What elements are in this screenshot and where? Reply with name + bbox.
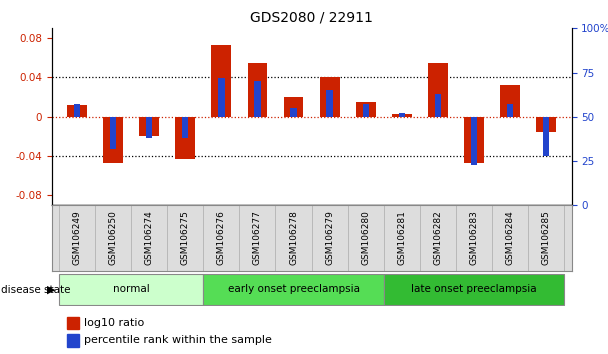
Bar (254, 81, 261, 117)
Text: GSM106249: GSM106249 (72, 211, 81, 265)
Text: GSM106283: GSM106283 (469, 211, 478, 266)
Text: GSM106280: GSM106280 (361, 211, 370, 266)
Text: GSM106279: GSM106279 (325, 211, 334, 266)
Text: normal: normal (112, 284, 150, 295)
Title: GDS2080 / 22911: GDS2080 / 22911 (250, 10, 373, 24)
Text: log10 ratio: log10 ratio (84, 318, 144, 328)
Text: early onset preeclampsia: early onset preeclampsia (227, 284, 359, 295)
Bar (59, 274, 203, 304)
Bar (212, 45, 231, 117)
Bar (471, 117, 477, 165)
Text: GSM106278: GSM106278 (289, 211, 298, 266)
Bar (182, 117, 188, 138)
Bar (320, 78, 340, 117)
Bar (67, 316, 78, 329)
Bar (507, 104, 513, 117)
Text: GSM106274: GSM106274 (145, 211, 154, 265)
Bar (74, 104, 80, 117)
Text: disease state: disease state (1, 285, 70, 295)
Bar (67, 105, 87, 117)
Bar (362, 104, 369, 117)
Bar (203, 274, 384, 304)
Bar (543, 117, 550, 156)
Bar (146, 117, 153, 138)
Bar (399, 113, 405, 117)
Text: GSM106282: GSM106282 (434, 211, 443, 265)
Bar (139, 117, 159, 137)
Bar (283, 97, 303, 117)
Bar (435, 94, 441, 117)
Bar (247, 63, 268, 117)
Bar (175, 117, 195, 159)
Bar (110, 117, 116, 149)
Text: GSM106250: GSM106250 (109, 211, 117, 266)
Text: GSM106281: GSM106281 (398, 211, 406, 266)
Text: late onset preeclampsia: late onset preeclampsia (411, 284, 537, 295)
Text: percentile rank within the sample: percentile rank within the sample (84, 335, 272, 346)
Bar (218, 78, 224, 117)
Text: GSM106275: GSM106275 (181, 211, 190, 266)
Bar (67, 334, 78, 347)
Text: ▶: ▶ (47, 285, 56, 295)
Bar (500, 85, 520, 117)
Bar (384, 274, 564, 304)
Bar (464, 117, 484, 163)
Bar (356, 102, 376, 117)
Text: GSM106277: GSM106277 (253, 211, 262, 266)
Bar (428, 63, 448, 117)
Bar (103, 117, 123, 163)
Bar (326, 90, 333, 117)
Bar (392, 114, 412, 117)
Text: GSM106284: GSM106284 (506, 211, 514, 265)
Text: GSM106285: GSM106285 (542, 211, 551, 266)
Bar (290, 108, 297, 117)
Bar (536, 117, 556, 132)
Text: GSM106276: GSM106276 (217, 211, 226, 266)
